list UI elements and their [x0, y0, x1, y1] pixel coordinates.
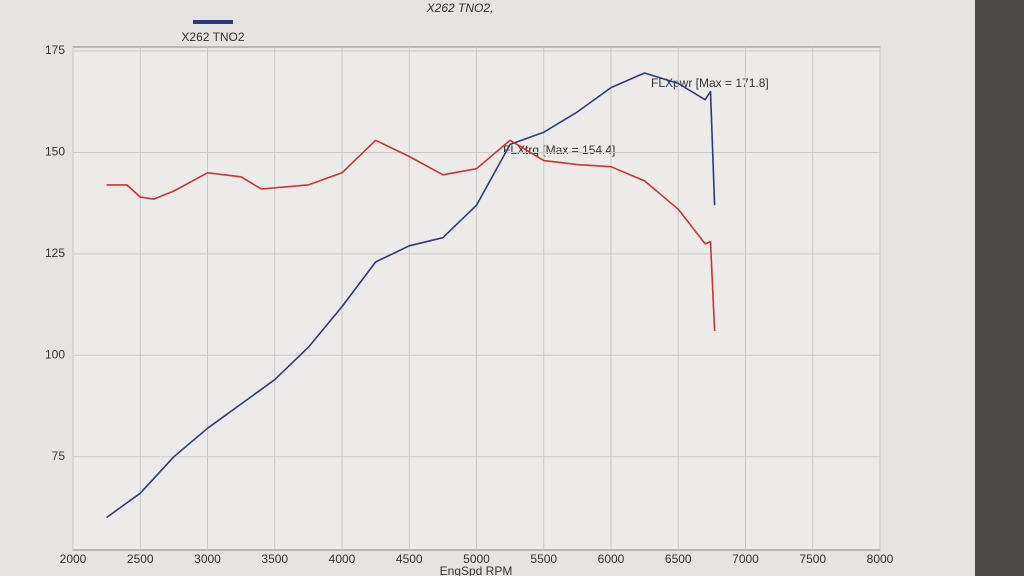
series-line: [106, 72, 716, 519]
series-line: [106, 139, 716, 332]
x-tick-label: 6000: [598, 552, 625, 566]
x-tick-label: 2500: [127, 552, 154, 566]
y-tick-label: 150: [45, 145, 65, 159]
x-tick-label: 3000: [194, 552, 221, 566]
x-tick-label: 5500: [530, 552, 557, 566]
y-tick-label: 175: [45, 43, 65, 57]
x-tick-label: 4500: [396, 552, 423, 566]
annotation: FLXpwr [Max = 171.8]: [651, 76, 769, 90]
legend-label: X262 TNO2: [181, 30, 244, 44]
x-axis-label: EngSpd RPM: [440, 564, 513, 576]
x-tick-label: 8000: [867, 552, 894, 566]
x-tick-label: 7500: [799, 552, 826, 566]
x-tick-label: 6500: [665, 552, 692, 566]
x-tick-label: 3500: [261, 552, 288, 566]
y-tick-label: 100: [45, 347, 65, 361]
x-tick-label: 5000: [463, 552, 490, 566]
x-tick-label: 2000: [60, 552, 87, 566]
chart-title: X262 TNO2,: [426, 1, 494, 15]
x-tick-label: 7000: [732, 552, 759, 566]
y-tick-label: 75: [52, 449, 66, 463]
x-tick-label: 4000: [329, 552, 356, 566]
y-tick-label: 125: [45, 246, 65, 260]
